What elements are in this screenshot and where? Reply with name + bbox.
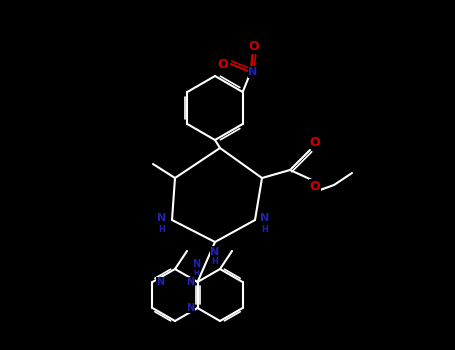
Text: N: N <box>260 213 270 223</box>
Text: N: N <box>157 277 165 287</box>
Text: O: O <box>248 41 259 54</box>
Text: N: N <box>210 247 220 257</box>
Text: N: N <box>187 277 195 287</box>
Text: H: H <box>193 270 199 276</box>
Text: O: O <box>310 180 320 193</box>
Text: O: O <box>217 57 228 70</box>
Text: O: O <box>310 135 320 148</box>
Text: H: H <box>212 257 218 266</box>
Text: H: H <box>158 224 166 233</box>
Text: N: N <box>157 213 167 223</box>
Text: H: H <box>262 224 268 233</box>
Text: N: N <box>248 67 258 77</box>
Text: N: N <box>192 259 200 269</box>
Text: N: N <box>187 303 195 313</box>
